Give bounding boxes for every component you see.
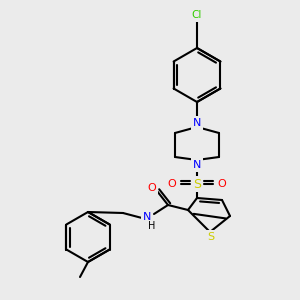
Text: N: N <box>143 212 151 222</box>
Text: N: N <box>193 118 201 128</box>
Text: O: O <box>148 183 156 193</box>
Text: H: H <box>148 221 156 231</box>
Text: Cl: Cl <box>192 10 202 20</box>
Text: N: N <box>193 160 201 170</box>
Text: O: O <box>168 179 176 189</box>
Text: O: O <box>218 179 226 189</box>
Text: S: S <box>207 232 214 242</box>
Text: S: S <box>193 178 201 190</box>
